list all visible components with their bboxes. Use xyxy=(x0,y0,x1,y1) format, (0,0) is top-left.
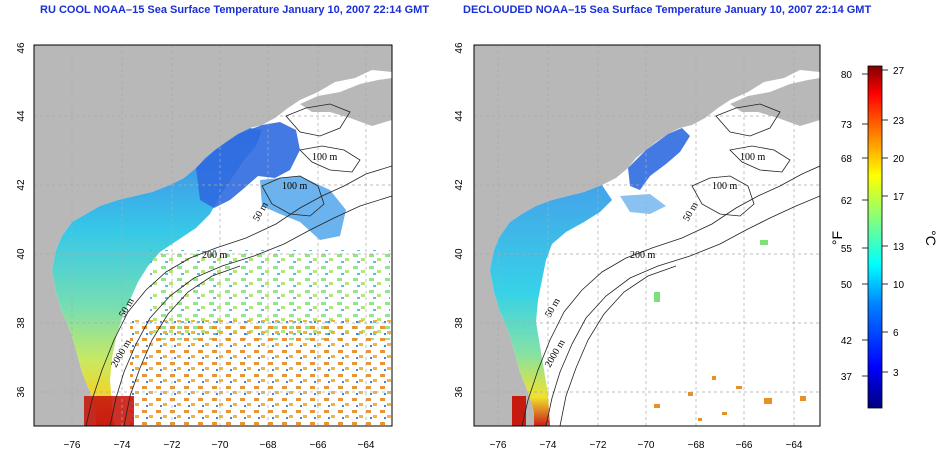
left-contour-label: 100 m xyxy=(282,181,308,192)
right-land-mass xyxy=(474,45,820,426)
x-tick-label: −68 xyxy=(688,440,705,451)
fahrenheit-tick-label: 80 xyxy=(841,70,853,81)
right-map-title: DECLOUDED NOAA–15 Sea Surface Temperatur… xyxy=(463,4,872,16)
right-map-panel: 100 m 100 m 50 m 200 m 50 m 2000 m −76 −… xyxy=(454,42,821,451)
x-tick-label: −64 xyxy=(786,440,803,451)
y-tick-label: 40 xyxy=(16,248,27,260)
right-grid xyxy=(474,45,820,426)
colorbar-gradient xyxy=(867,65,883,409)
left-land-mass xyxy=(34,45,392,426)
right-contour-label: 200 m xyxy=(630,250,656,261)
y-tick-label: 40 xyxy=(454,248,465,260)
y-tick-label: 44 xyxy=(16,110,27,122)
y-tick-label: 46 xyxy=(454,42,465,54)
fahrenheit-tick-label: 55 xyxy=(841,244,853,255)
y-tick-label: 36 xyxy=(454,386,465,398)
right-sst-warm-patches xyxy=(654,376,806,421)
y-tick-label: 38 xyxy=(16,317,27,329)
y-tick-label: 46 xyxy=(16,42,27,54)
celsius-tick-label: 20 xyxy=(893,154,905,165)
fahrenheit-unit-label: °F xyxy=(829,231,845,245)
celsius-tick-label: 17 xyxy=(893,192,905,203)
celsius-tick-label: 23 xyxy=(893,116,905,127)
right-map-border xyxy=(473,44,821,427)
right-y-axis: 36 38 40 42 44 46 xyxy=(454,42,465,398)
right-nova-scotia xyxy=(730,78,820,126)
fahrenheit-tick-label: 68 xyxy=(841,154,853,165)
celsius-tick-label: 13 xyxy=(893,242,905,253)
right-sst-coastal xyxy=(490,185,612,426)
x-tick-label: −66 xyxy=(736,440,753,451)
y-tick-label: 38 xyxy=(454,317,465,329)
colorbar: 80 73 68 62 55 50 42 37 27 23 20 17 13 1… xyxy=(829,65,939,409)
x-tick-label: −70 xyxy=(638,440,655,451)
right-sst-gulf-maine xyxy=(628,128,690,190)
x-tick-label: −74 xyxy=(114,440,131,451)
right-bathymetry-contours xyxy=(521,103,820,426)
y-tick-label: 44 xyxy=(454,110,465,122)
x-tick-label: −66 xyxy=(310,440,327,451)
celsius-tick-label: 27 xyxy=(893,66,905,77)
left-sst-offshore-warm xyxy=(130,320,392,426)
x-tick-label: −74 xyxy=(540,440,557,451)
left-map-title: RU COOL NOAA–15 Sea Surface Temperature … xyxy=(40,4,430,16)
celsius-tick-marks xyxy=(882,69,888,373)
left-map-panel: 100 m 100 m 50 m 200 m 50 m 2000 m −76 −… xyxy=(16,42,393,451)
left-x-axis: −76 −74 −72 −70 −68 −66 −64 xyxy=(64,440,375,451)
fahrenheit-tick-label: 37 xyxy=(841,372,853,383)
y-tick-label: 42 xyxy=(16,179,27,191)
x-tick-label: −76 xyxy=(64,440,81,451)
fahrenheit-tick-label: 42 xyxy=(841,336,853,347)
celsius-tick-label: 6 xyxy=(893,328,899,339)
left-bathymetry-contours xyxy=(85,103,392,426)
fahrenheit-tick-label: 50 xyxy=(841,280,853,291)
x-tick-label: −68 xyxy=(260,440,277,451)
left-nova-scotia xyxy=(300,78,392,126)
x-tick-label: −64 xyxy=(358,440,375,451)
x-tick-label: −76 xyxy=(490,440,507,451)
x-tick-label: −72 xyxy=(590,440,607,451)
left-map-border xyxy=(33,44,393,427)
right-contour-label: 100 m xyxy=(712,181,738,192)
left-y-axis: 36 38 40 42 44 46 xyxy=(16,42,27,398)
left-sst-georges xyxy=(260,176,346,240)
x-tick-label: −72 xyxy=(164,440,181,451)
left-sst-gulf-stream xyxy=(84,396,134,426)
fahrenheit-tick-marks xyxy=(862,73,868,377)
left-contour-label: 200 m xyxy=(202,250,228,261)
right-sst-cool-patches xyxy=(654,240,768,302)
celsius-unit-label: °C xyxy=(923,230,939,246)
left-sst-gulf-maine xyxy=(196,122,300,208)
fahrenheit-tick-label: 62 xyxy=(841,196,853,207)
left-contour-label: 100 m xyxy=(312,152,338,163)
right-sst-georges xyxy=(620,194,666,214)
celsius-tick-label: 3 xyxy=(893,368,899,379)
right-sst-gulf-stream xyxy=(512,396,526,426)
celsius-tick-label: 10 xyxy=(893,280,905,291)
right-contour-label: 100 m xyxy=(740,152,766,163)
right-x-axis: −76 −74 −72 −70 −68 −66 −64 xyxy=(490,440,803,451)
fahrenheit-scale: 80 73 68 62 55 50 42 37 xyxy=(841,70,853,383)
x-tick-label: −70 xyxy=(212,440,229,451)
y-tick-label: 36 xyxy=(16,386,27,398)
celsius-scale: 27 23 20 17 13 10 6 3 xyxy=(893,66,905,379)
fahrenheit-tick-label: 73 xyxy=(841,120,853,131)
y-tick-label: 42 xyxy=(454,179,465,191)
